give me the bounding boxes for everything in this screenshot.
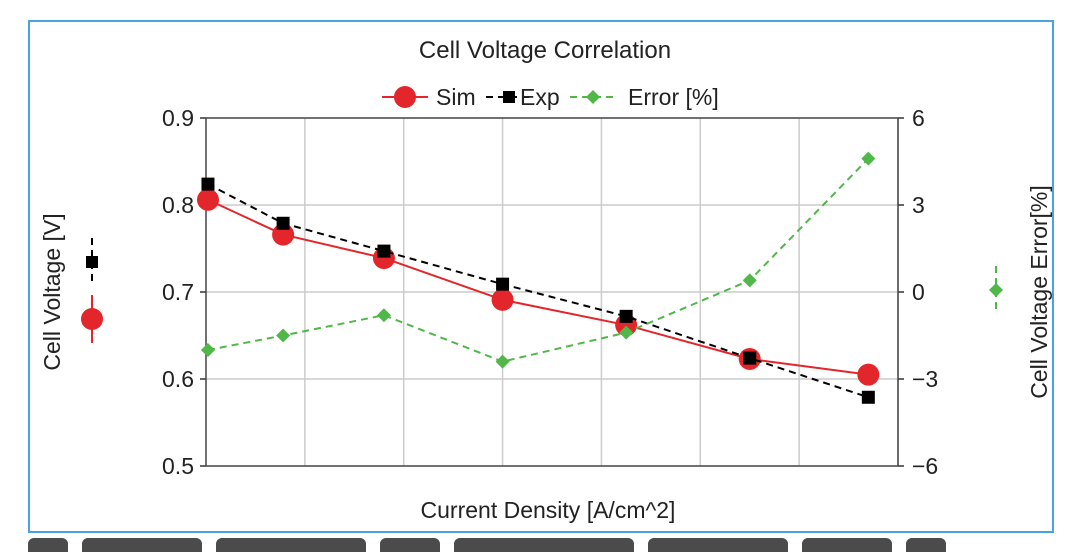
- plot-area-border: [205, 117, 899, 467]
- grid: [206, 118, 899, 466]
- y-tick-label: 0.5: [162, 453, 194, 479]
- y-axis-label: Cell Voltage [V]: [39, 213, 65, 370]
- series-exp-point: [276, 216, 290, 230]
- axes: 0.5 0.6 0.7 0.8 0.9 −6 −3 0 3 6: [162, 105, 938, 479]
- axis-key-exp-marker: [86, 256, 98, 268]
- series-sim-point: [491, 288, 514, 311]
- series-exp-point: [496, 277, 510, 291]
- series-error-point: [619, 325, 634, 340]
- y2-tick-label: 3: [912, 192, 925, 218]
- series-error-point: [742, 273, 757, 288]
- y2-tick-label: −6: [912, 453, 938, 479]
- y2-tick-label: 6: [912, 105, 925, 131]
- cell-voltage-chart: Cell Voltage Correlation Sim Exp Error [%]…: [39, 37, 1052, 523]
- series-layer: [196, 151, 880, 404]
- series-error-point: [495, 354, 510, 369]
- axis-series-keys: [81, 238, 1003, 343]
- y-tick-label: 0.6: [162, 366, 194, 392]
- series-sim-point: [857, 363, 880, 386]
- y-tick-label: 0.8: [162, 192, 194, 218]
- series-exp-point: [619, 309, 633, 323]
- cropped-caption-text: [28, 538, 1048, 552]
- series-exp-point: [377, 244, 391, 258]
- y-tick-label: 0.9: [162, 105, 194, 131]
- series-exp-line: [207, 183, 869, 399]
- y2-tick-label: 0: [912, 279, 925, 305]
- series-sim-point: [196, 188, 219, 211]
- legend-exp-marker: [503, 91, 515, 103]
- legend-sim-marker: [394, 86, 416, 108]
- legend-exp-label: Exp: [520, 84, 560, 110]
- legend-error-label: Error [%]: [628, 84, 719, 110]
- series-exp-point: [201, 177, 215, 191]
- legend: Sim Exp Error [%]: [382, 84, 719, 110]
- series-error-point: [861, 151, 876, 166]
- chart-title: Cell Voltage Correlation: [419, 37, 671, 64]
- x-axis-label: Current Density [A/cm^2]: [421, 497, 676, 523]
- y2-tick-label: −3: [912, 366, 938, 392]
- series-error-point: [200, 343, 215, 357]
- series-error-point: [376, 308, 391, 323]
- chart-frame: Cell Voltage Correlation Sim Exp Error [%]…: [28, 20, 1054, 533]
- axis-key-error-marker: [989, 283, 1003, 297]
- series-error-point: [276, 328, 291, 343]
- series-exp-point: [743, 351, 757, 365]
- legend-error-marker: [586, 90, 600, 104]
- legend-sim-label: Sim: [436, 84, 476, 110]
- series-exp-point: [861, 390, 875, 404]
- series-sim-line: [207, 198, 869, 376]
- series-error-line: [207, 157, 870, 363]
- axis-key-sim-marker: [81, 308, 103, 330]
- y2-axis-label: Cell Voltage Error[%]: [1026, 185, 1052, 398]
- y-tick-label: 0.7: [162, 279, 194, 305]
